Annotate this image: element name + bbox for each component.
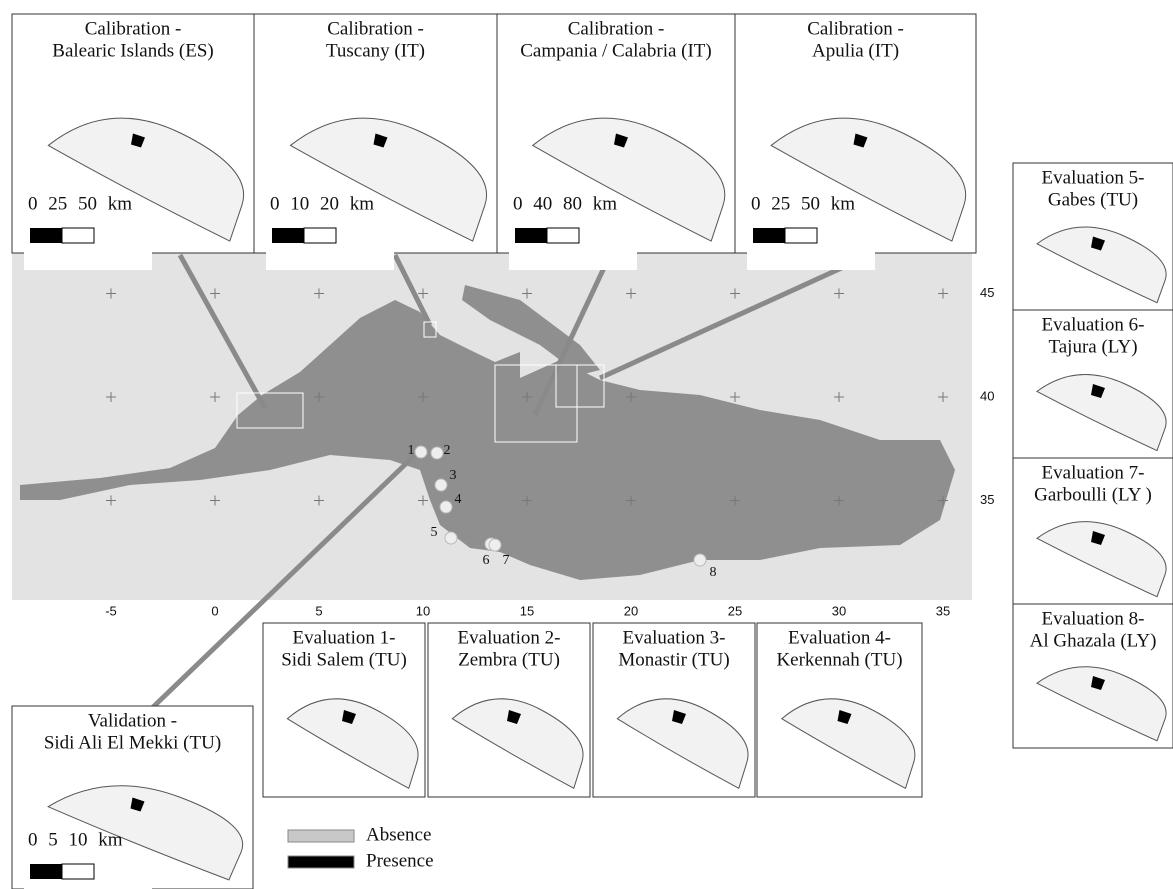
- figure: -50510152025303545403512345678Calibratio…: [0, 0, 1173, 889]
- scale-bar-black: [272, 228, 304, 243]
- y-tick-label: 35: [980, 492, 994, 507]
- inset-panel: Evaluation 4-Kerkennah (TU): [757, 623, 922, 797]
- x-tick-label: 10: [416, 603, 430, 618]
- site-marker: [440, 501, 452, 513]
- inset-panel: Calibration -Tuscany (IT) 0 10 20 km: [254, 14, 497, 270]
- scale-label: 0 40 80 km: [513, 193, 617, 214]
- inset-panel: Calibration -Apulia (IT) 0 25 50 km: [735, 14, 976, 270]
- panel-title: Evaluation 6-: [1042, 314, 1145, 335]
- panel-title: Evaluation 8-: [1042, 608, 1145, 629]
- inset-panel: Evaluation 3-Monastir (TU): [593, 623, 755, 797]
- scale-fill: [24, 218, 152, 270]
- scale-bar-black: [753, 228, 785, 243]
- legend-label: Presence: [366, 850, 434, 871]
- scale-bar-white: [547, 228, 579, 243]
- x-tick-label: 15: [520, 603, 534, 618]
- panel-title: Sidi Salem (TU): [281, 649, 407, 670]
- scale-bar-white: [785, 228, 817, 243]
- panel-title: Zembra (TU): [458, 649, 560, 670]
- legend-swatch: [288, 830, 354, 842]
- scale-bar-white: [62, 228, 94, 243]
- site-label: 6: [483, 553, 490, 568]
- inset-panel: Evaluation 5-Gabes (TU): [1013, 163, 1173, 310]
- x-tick-label: -5: [105, 603, 117, 618]
- y-tick-label: 45: [980, 285, 994, 300]
- site-label: 5: [431, 525, 438, 540]
- x-tick-label: 0: [211, 603, 218, 618]
- panel-title: Evaluation 2-: [458, 627, 561, 648]
- scale-bar-black: [515, 228, 547, 243]
- site-marker: [415, 446, 427, 458]
- panel-title: Calibration -: [807, 18, 904, 39]
- inset-panel: Evaluation 8-Al Ghazala (LY): [1013, 604, 1173, 748]
- scale-label: 0 25 50 km: [751, 193, 855, 214]
- legend-label: Absence: [366, 824, 431, 845]
- inset-panel: Evaluation 6-Tajura (LY): [1013, 310, 1173, 458]
- panel-title: Sidi Ali El Mekki (TU): [44, 732, 221, 753]
- site-marker: [489, 539, 501, 551]
- x-tick-label: 30: [832, 603, 846, 618]
- scale-bar-white: [304, 228, 336, 243]
- panel-title: Kerkennah (TU): [776, 649, 902, 670]
- legend-swatch: [288, 856, 354, 868]
- x-tick-label: 5: [315, 603, 322, 618]
- scale-label: 0 5 10 km: [28, 829, 123, 850]
- panel-title: Evaluation 4-: [788, 627, 891, 648]
- scale-label: 0 25 50 km: [28, 193, 132, 214]
- site-marker: [694, 554, 706, 566]
- scale-bar-black: [30, 864, 62, 879]
- panel-title: Tajura (LY): [1048, 336, 1137, 357]
- scale-label: 0 10 20 km: [270, 193, 374, 214]
- site-marker: [435, 479, 447, 491]
- site-marker: [431, 447, 443, 459]
- inset-panel: Evaluation 2-Zembra (TU): [428, 623, 590, 797]
- site-label: 7: [503, 553, 510, 568]
- panel-title: Evaluation 1-: [293, 627, 396, 648]
- panel-title: Calibration -: [85, 18, 182, 39]
- panel-title: Garboulli (LY ): [1034, 484, 1152, 505]
- panel-title: Campania / Calabria (IT): [520, 40, 712, 61]
- y-tick-label: 40: [980, 388, 994, 403]
- site-marker: [445, 532, 457, 544]
- site-label: 4: [455, 492, 462, 507]
- scale-fill: [747, 218, 875, 270]
- scale-bar-white: [62, 864, 94, 879]
- panel-title: Tuscany (IT): [326, 40, 425, 61]
- inset-panel: Validation -Sidi Ali El Mekki (TU) 0 5 10…: [12, 706, 253, 889]
- panel-title: Monastir (TU): [618, 649, 729, 670]
- inset-panel: Calibration -Campania / Calabria (IT) 0 4…: [497, 14, 735, 270]
- scale-fill: [266, 218, 394, 270]
- site-label: 3: [450, 468, 457, 483]
- panel-title: Validation -: [88, 710, 177, 731]
- inset-panel: Evaluation 1-Sidi Salem (TU): [263, 623, 425, 797]
- panel-title: Gabes (TU): [1048, 189, 1138, 210]
- site-label: 8: [710, 565, 717, 580]
- scale-bar-black: [30, 228, 62, 243]
- panel-title: Evaluation 3-: [623, 627, 726, 648]
- panel-title: Al Ghazala (LY): [1030, 630, 1157, 651]
- site-label: 1: [408, 443, 415, 458]
- inset-panel: Evaluation 7-Garboulli (LY ): [1013, 458, 1173, 604]
- scale-fill: [509, 218, 637, 270]
- panel-title: Apulia (IT): [812, 40, 899, 61]
- x-tick-label: 20: [624, 603, 638, 618]
- panel-title: Calibration -: [327, 18, 424, 39]
- inset-panel: Calibration -Balearic Islands (ES) 0 25 5…: [12, 14, 254, 270]
- x-tick-label: 25: [728, 603, 742, 618]
- panel-title: Evaluation 7-: [1042, 462, 1145, 483]
- panel-title: Calibration -: [568, 18, 665, 39]
- panel-title: Evaluation 5-: [1042, 167, 1145, 188]
- x-tick-label: 35: [936, 603, 950, 618]
- site-label: 2: [444, 443, 451, 458]
- panel-title: Balearic Islands (ES): [52, 40, 213, 61]
